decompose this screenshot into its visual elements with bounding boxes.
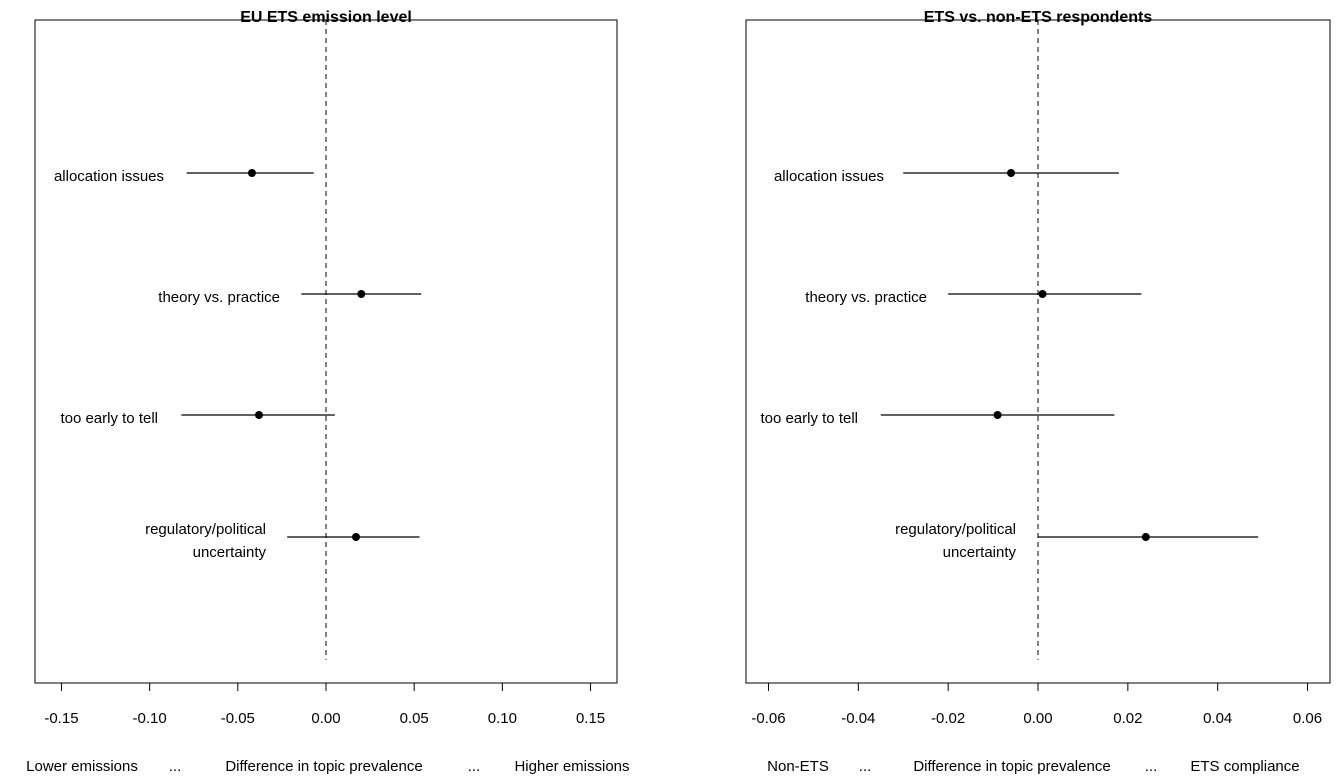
point-estimate xyxy=(993,411,1002,419)
point-estimate xyxy=(247,169,256,177)
x-axis-label: Difference in topic prevalence xyxy=(225,758,422,775)
x-tick-label: -0.04 xyxy=(841,710,875,727)
topic-label: theory vs. practice xyxy=(158,289,280,306)
x-tick-label: 0.06 xyxy=(1293,710,1322,727)
x-axis-label: Lower emissions xyxy=(26,758,138,775)
topic-label: too early to tell xyxy=(760,410,858,427)
x-axis-label: ETS compliance xyxy=(1190,758,1299,775)
x-tick-label: 0.04 xyxy=(1203,710,1232,727)
topic-label: allocation issues xyxy=(54,168,164,185)
chart-panel-2: ETS vs. non-ETS respondents -0.06 -0.04 -0.… xyxy=(745,9,1331,775)
x-tick-label: 0.10 xyxy=(488,710,517,727)
topic-label: uncertainty xyxy=(193,544,267,561)
chart-panel-1: EU ETS emission level -0.15 -0.10 -0.05 0.00… xyxy=(26,9,629,775)
x-axis-label: ... xyxy=(859,758,872,775)
point-estimate xyxy=(1038,290,1047,298)
x-tick-label: -0.02 xyxy=(931,710,965,727)
point-estimate xyxy=(351,533,360,541)
x-tick-label: 0.00 xyxy=(311,710,340,727)
topic-label: regulatory/political xyxy=(145,521,266,538)
x-axis-label: ... xyxy=(1145,758,1158,775)
x-tick-label: 0.15 xyxy=(576,710,605,727)
x-tick-label: -0.05 xyxy=(221,710,255,727)
point-estimate xyxy=(357,290,366,298)
x-tick-label: -0.15 xyxy=(44,710,78,727)
x-axis-label: ... xyxy=(169,758,182,775)
x-axis-label: Difference in topic prevalence xyxy=(913,758,1110,775)
x-axis-label: ... xyxy=(468,758,481,775)
topic-label: too early to tell xyxy=(60,410,158,427)
topic-label: regulatory/political xyxy=(895,521,1016,538)
point-estimate xyxy=(1141,533,1150,541)
x-tick-label: -0.10 xyxy=(133,710,167,727)
x-axis-label: Higher emissions xyxy=(514,758,629,775)
topic-label: theory vs. practice xyxy=(805,289,927,306)
chart-title: ETS vs. non-ETS respondents xyxy=(924,9,1153,26)
point-estimate xyxy=(254,411,263,419)
x-tick-label: 0.00 xyxy=(1023,710,1052,727)
topic-label: allocation issues xyxy=(774,168,884,185)
chart-title: EU ETS emission level xyxy=(240,9,412,26)
point-estimate xyxy=(1007,169,1016,177)
x-tick-label: -0.06 xyxy=(751,710,785,727)
topic-label: uncertainty xyxy=(943,544,1017,561)
x-axis-label: Non-ETS xyxy=(767,758,829,775)
x-tick-label: 0.05 xyxy=(400,710,429,727)
x-tick-label: 0.02 xyxy=(1113,710,1142,727)
